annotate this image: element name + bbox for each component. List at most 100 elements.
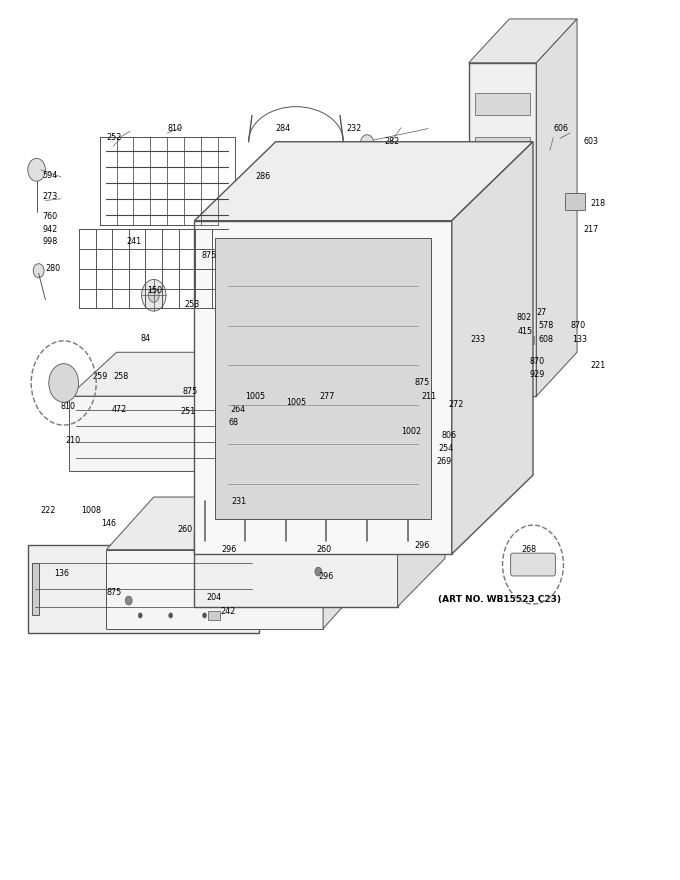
Text: 242: 242 xyxy=(220,606,235,615)
Text: 233: 233 xyxy=(471,334,486,343)
Bar xyxy=(99,137,235,225)
Circle shape xyxy=(169,612,173,618)
Text: 252: 252 xyxy=(106,133,122,142)
Text: 998: 998 xyxy=(42,238,57,246)
Text: 211: 211 xyxy=(422,392,437,400)
Text: 1002: 1002 xyxy=(401,427,421,436)
Text: 1005: 1005 xyxy=(245,392,265,400)
Text: 277: 277 xyxy=(320,392,335,400)
Text: 253: 253 xyxy=(184,299,199,309)
Text: 254: 254 xyxy=(438,444,454,453)
Text: 282: 282 xyxy=(384,137,399,146)
Text: 608: 608 xyxy=(539,334,554,343)
Text: 150: 150 xyxy=(147,286,162,296)
Bar xyxy=(565,193,585,210)
Text: 232: 232 xyxy=(347,124,362,133)
Circle shape xyxy=(315,568,322,576)
Bar xyxy=(440,427,460,444)
Text: 221: 221 xyxy=(590,361,606,370)
Polygon shape xyxy=(398,484,445,606)
Bar xyxy=(475,225,530,247)
Bar xyxy=(215,238,431,519)
Polygon shape xyxy=(194,484,445,532)
Text: 942: 942 xyxy=(42,225,57,234)
Bar xyxy=(29,546,258,633)
Bar xyxy=(431,345,462,361)
Circle shape xyxy=(33,264,44,278)
Bar xyxy=(208,611,220,620)
Polygon shape xyxy=(537,19,577,396)
Bar xyxy=(431,267,462,282)
Text: 875: 875 xyxy=(201,252,216,260)
Text: 251: 251 xyxy=(181,407,196,415)
Bar xyxy=(475,312,530,334)
Text: 146: 146 xyxy=(101,519,116,528)
Text: 222: 222 xyxy=(41,506,56,515)
Text: 284: 284 xyxy=(275,124,291,133)
Text: 27: 27 xyxy=(537,308,547,318)
Text: 68: 68 xyxy=(228,418,238,427)
Text: 296: 296 xyxy=(222,545,237,554)
Text: 806: 806 xyxy=(441,431,456,440)
Text: 760: 760 xyxy=(42,212,57,221)
Bar xyxy=(223,424,238,435)
Text: 603: 603 xyxy=(584,137,599,146)
Text: 260: 260 xyxy=(316,545,331,554)
Text: 84: 84 xyxy=(140,334,150,342)
Text: 870: 870 xyxy=(571,321,585,331)
Circle shape xyxy=(125,596,132,605)
Text: 272: 272 xyxy=(448,400,464,409)
Polygon shape xyxy=(452,142,533,554)
Circle shape xyxy=(218,546,225,554)
Text: 296: 296 xyxy=(415,541,430,550)
Text: 257: 257 xyxy=(59,372,74,381)
Bar xyxy=(475,356,530,378)
Bar xyxy=(475,181,530,203)
Bar xyxy=(428,216,465,374)
Bar xyxy=(431,293,462,308)
Text: 875: 875 xyxy=(183,387,198,396)
Text: 269: 269 xyxy=(437,458,452,466)
Circle shape xyxy=(313,541,320,550)
Text: 870: 870 xyxy=(530,356,545,365)
Text: 415: 415 xyxy=(517,326,532,336)
Text: 606: 606 xyxy=(554,124,568,133)
Text: 268: 268 xyxy=(522,545,537,554)
Circle shape xyxy=(360,135,374,152)
Circle shape xyxy=(411,537,418,546)
Circle shape xyxy=(203,612,207,618)
Text: 210: 210 xyxy=(66,436,81,444)
Text: 258: 258 xyxy=(113,372,129,381)
Text: 802: 802 xyxy=(516,312,531,322)
Bar xyxy=(475,137,530,159)
Text: 260: 260 xyxy=(177,525,192,534)
Bar xyxy=(32,563,39,615)
Circle shape xyxy=(49,363,79,402)
Polygon shape xyxy=(194,142,533,221)
Bar xyxy=(511,321,524,330)
FancyBboxPatch shape xyxy=(511,554,556,576)
Bar xyxy=(475,93,530,115)
Text: 204: 204 xyxy=(206,593,221,603)
Polygon shape xyxy=(469,19,577,62)
Text: 217: 217 xyxy=(584,225,599,234)
Text: 929: 929 xyxy=(530,370,545,378)
Bar xyxy=(80,230,228,308)
Text: 1005: 1005 xyxy=(286,398,306,407)
Bar xyxy=(69,396,272,471)
Bar xyxy=(106,550,323,628)
Polygon shape xyxy=(194,221,452,554)
Text: 136: 136 xyxy=(54,568,69,578)
Polygon shape xyxy=(323,497,371,628)
Text: 875: 875 xyxy=(106,588,122,598)
Text: 1008: 1008 xyxy=(82,506,101,515)
Polygon shape xyxy=(69,352,320,396)
Bar xyxy=(194,532,398,606)
Text: 875: 875 xyxy=(415,378,430,387)
Text: 259: 259 xyxy=(92,372,108,381)
Text: 280: 280 xyxy=(46,265,61,274)
Bar xyxy=(526,336,534,343)
Text: 231: 231 xyxy=(232,497,247,506)
Text: 133: 133 xyxy=(573,334,588,343)
Text: 594: 594 xyxy=(42,171,57,180)
